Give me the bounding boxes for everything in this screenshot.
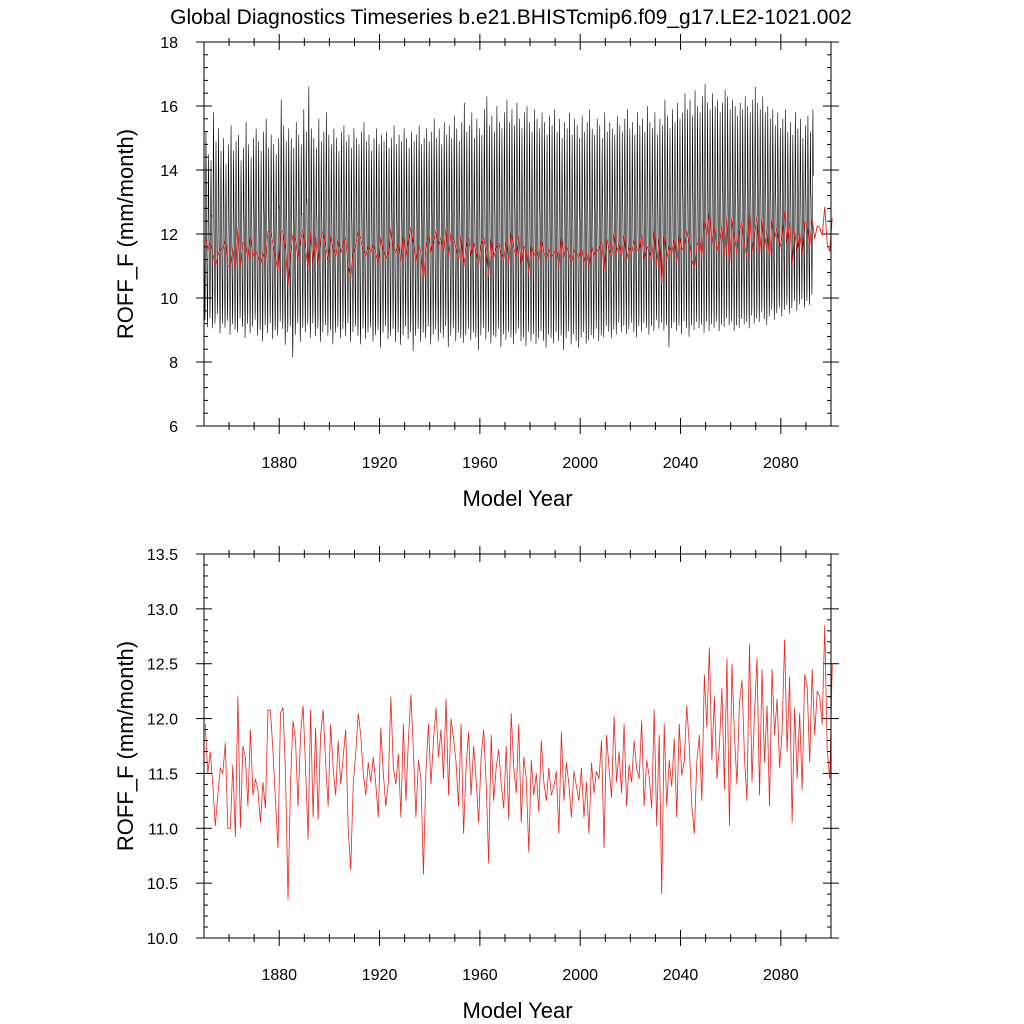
bottom-y-tick-labels: 10.0 10.5 11.0 11.5 12.0 12.5 13.0 13.5 xyxy=(147,547,178,948)
top-y-axis-label: ROFF_F (mm/month) xyxy=(113,129,138,339)
x-tick-label: 1880 xyxy=(261,967,297,984)
bottom-axis-ticks xyxy=(196,546,839,946)
y-tick-label: 12.0 xyxy=(147,712,178,729)
annual-mean-series-line xyxy=(204,206,833,287)
x-tick-label: 1960 xyxy=(462,967,498,984)
top-plot-area xyxy=(203,83,833,358)
x-tick-label: 1920 xyxy=(362,967,398,984)
x-tick-label: 1960 xyxy=(462,455,498,472)
x-tick-label: 2040 xyxy=(663,967,699,984)
top-x-tick-labels: 1880 1920 1960 2000 2040 2080 xyxy=(261,455,798,472)
y-tick-label: 6 xyxy=(169,419,178,436)
bottom-plot-frame xyxy=(203,553,832,939)
annual-mean-series-line xyxy=(204,625,833,900)
y-tick-label: 16 xyxy=(160,99,178,116)
bottom-x-tick-labels: 1880 1920 1960 2000 2040 2080 xyxy=(261,967,798,984)
x-tick-label: 2080 xyxy=(763,967,799,984)
x-tick-label: 2040 xyxy=(663,455,699,472)
bottom-panel: 10.0 10.5 11.0 11.5 12.0 12.5 13.0 13.5 1880 192… xyxy=(113,546,839,1023)
x-tick-label: 2000 xyxy=(562,455,598,472)
x-tick-label: 2080 xyxy=(763,455,799,472)
chart-title: Global Diagnostics Timeseries b.e21.BHIS… xyxy=(170,6,852,29)
x-tick-label: 2000 xyxy=(562,967,598,984)
top-panel: 6 8 10 12 14 16 18 1880 1920 1960 2000 2040 2080 Mo… xyxy=(113,34,839,511)
y-tick-label: 13.5 xyxy=(147,547,178,564)
bottom-plot-area xyxy=(204,625,833,900)
y-tick-label: 8 xyxy=(169,355,178,372)
y-tick-label: 12.5 xyxy=(147,657,178,674)
y-tick-label: 12 xyxy=(160,227,178,244)
bottom-y-axis-label: ROFF_F (mm/month) xyxy=(113,641,138,851)
bottom-x-axis-label: Model Year xyxy=(462,998,572,1023)
y-tick-label: 10.0 xyxy=(147,931,178,948)
y-tick-label: 14 xyxy=(160,163,178,180)
y-tick-label: 10 xyxy=(160,291,178,308)
x-tick-label: 1880 xyxy=(261,455,297,472)
x-tick-label: 1920 xyxy=(362,455,398,472)
y-tick-label: 18 xyxy=(160,35,178,52)
y-tick-label: 11.0 xyxy=(148,821,178,838)
y-tick-label: 11.5 xyxy=(148,766,178,783)
y-tick-label: 10.5 xyxy=(147,876,178,893)
top-x-axis-label: Model Year xyxy=(462,486,572,511)
y-tick-label: 13.0 xyxy=(147,602,178,619)
top-plot-frame xyxy=(203,41,832,427)
monthly-series-line xyxy=(203,83,814,358)
top-y-tick-labels: 6 8 10 12 14 16 18 xyxy=(160,35,178,436)
